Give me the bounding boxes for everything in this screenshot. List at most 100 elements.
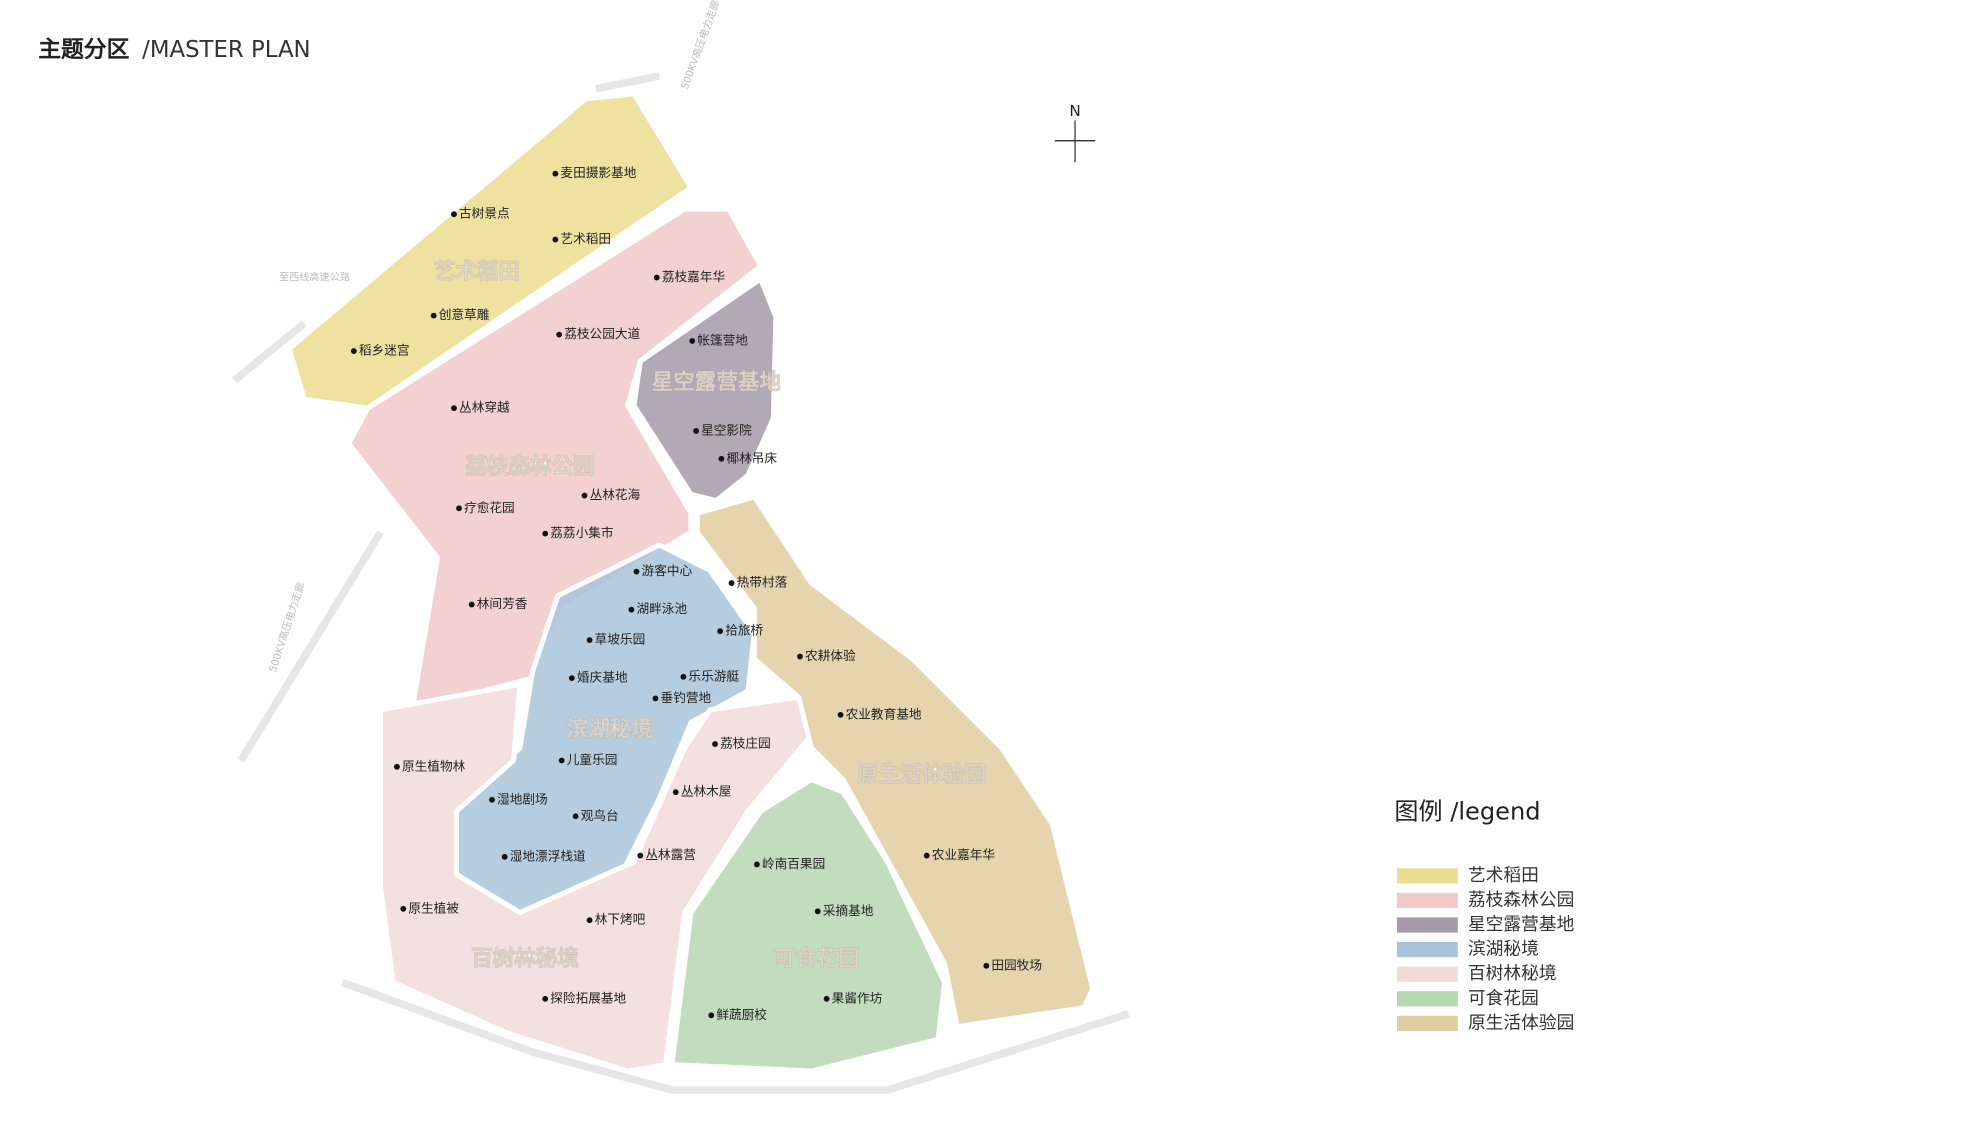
point-label: 丛林穿越 <box>459 400 510 415</box>
point-label: 稻乡迷宫 <box>359 343 410 358</box>
legend-swatch <box>1396 991 1458 1007</box>
zone-label: 艺术稻田 <box>434 259 520 285</box>
legend-swatch <box>1396 1015 1458 1031</box>
zone-label: 滨湖秘境 <box>567 716 653 742</box>
point-dot <box>652 695 659 702</box>
point-label: 艺术稻田 <box>560 231 611 246</box>
legend-label: 星空露营基地 <box>1468 914 1575 935</box>
point-dot <box>693 428 699 434</box>
legend-label: 滨湖秘境 <box>1468 939 1539 960</box>
point-dot <box>556 331 563 338</box>
point-dot <box>581 492 588 499</box>
point-dot <box>489 796 495 803</box>
point-label: 探险拓展基地 <box>550 990 626 1005</box>
legend-swatch <box>1396 942 1458 958</box>
point-dot <box>501 853 508 860</box>
zone <box>694 494 1096 1030</box>
point-label: 林下烤吧 <box>595 912 646 927</box>
point-dot <box>797 653 803 660</box>
point-label: 荔枝庄园 <box>720 736 771 751</box>
point-label: 垂钓营地 <box>661 690 712 705</box>
point-dot <box>718 455 725 462</box>
legend-label: 荔枝森林公园 <box>1468 889 1574 910</box>
point-dot <box>542 530 549 537</box>
point-dot <box>728 580 735 586</box>
legend-label: 原生活体验园 <box>1468 1012 1574 1033</box>
point-dot <box>586 917 593 924</box>
legend-swatch <box>1396 917 1458 933</box>
road-label: 500KV高压电力走廊 <box>678 0 722 91</box>
point-label: 荔枝嘉年华 <box>662 269 725 284</box>
point-label: 岭南百果园 <box>762 856 825 871</box>
zone-label: 可食花园 <box>773 945 859 971</box>
point-label: 原生植物林 <box>402 758 466 773</box>
point-dot <box>468 601 475 608</box>
point-label: 田园牧场 <box>991 957 1042 972</box>
point-label: 创意草雕 <box>439 307 490 322</box>
point-label: 观鸟台 <box>581 808 619 823</box>
point-dot <box>572 813 579 820</box>
point-label: 湿地漂浮栈道 <box>510 848 586 863</box>
road-label: 至西线高速公路 <box>279 271 350 284</box>
point-dot <box>394 763 400 770</box>
point-dot <box>456 505 462 512</box>
roads <box>232 72 1130 1094</box>
legend-label: 百树林秘境 <box>1468 963 1557 984</box>
title: 主题分区 <box>38 37 129 63</box>
legend-swatch <box>1396 892 1458 909</box>
point-dot <box>400 905 407 912</box>
point-label: 丛林露营 <box>645 847 696 862</box>
legend-label: 可食花园 <box>1468 988 1539 1009</box>
point-dot <box>637 852 644 859</box>
zone <box>631 276 779 504</box>
point-label: 古树景点 <box>459 206 510 221</box>
point-dot <box>689 338 696 344</box>
point-label: 丛林花海 <box>590 487 641 502</box>
point-dot <box>708 1012 715 1019</box>
point-label: 热带村落 <box>737 575 788 590</box>
point-dot <box>837 711 844 718</box>
point-dot <box>983 962 990 969</box>
point-dot <box>712 741 718 747</box>
road <box>237 530 384 763</box>
zone <box>669 776 948 1074</box>
point-label: 林间芳香 <box>477 596 528 611</box>
legend-swatch <box>1396 966 1458 982</box>
legend-swatch <box>1396 868 1458 884</box>
point-dot <box>753 861 760 868</box>
point-dot <box>680 673 687 680</box>
point-dot <box>430 312 437 319</box>
point-label: 农业教育基地 <box>846 706 922 721</box>
legend-title: 图例 /legend <box>1394 797 1540 825</box>
point-label: 湿地剧场 <box>497 791 548 806</box>
point-dot <box>628 606 635 613</box>
point-dot <box>823 995 830 1002</box>
point-label: 荔荔小集市 <box>550 525 614 540</box>
road <box>595 72 661 93</box>
point-dot <box>586 637 593 643</box>
zone-label: 百树林秘境 <box>471 945 579 971</box>
point-label: 疗愈花园 <box>464 500 515 515</box>
point-dot <box>923 852 930 859</box>
point-label: 椰林吊床 <box>726 450 777 465</box>
point-dot <box>451 211 457 218</box>
zone <box>346 206 764 713</box>
compass-label: N <box>1069 102 1080 120</box>
point-label: 果酱作坊 <box>832 990 883 1005</box>
point-dot <box>672 789 679 796</box>
point-label: 鲜蔬厨校 <box>716 1007 767 1022</box>
point-dot <box>542 995 549 1002</box>
point-dot <box>552 236 559 243</box>
point-dot <box>451 405 457 412</box>
point-dot <box>814 908 821 915</box>
zone-label: 原生活体验园 <box>857 762 986 788</box>
road <box>341 978 1130 1094</box>
point-label: 荔枝公园大道 <box>564 326 640 341</box>
point-dot <box>568 675 575 682</box>
road <box>232 320 307 384</box>
point-label: 拾旅桥 <box>725 623 763 638</box>
